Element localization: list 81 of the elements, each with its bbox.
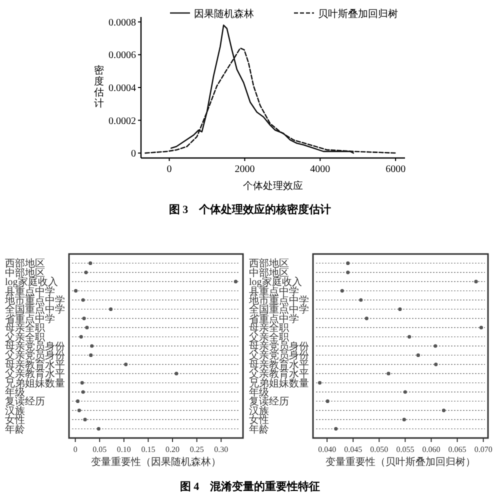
y-tick-label: 0.0004 [108, 83, 136, 94]
point [77, 408, 82, 412]
point [434, 344, 438, 348]
x-tick-label: 0 [166, 164, 172, 175]
y-axis-title: 密度估计 [94, 64, 104, 110]
point [318, 381, 322, 385]
point [479, 326, 484, 330]
y-tick-label: 汉族 [249, 404, 269, 417]
text: 图 3 个体处理效应的核密度估计 [168, 203, 332, 216]
x-tick-label: 0.060 [422, 445, 440, 454]
x-tick-label: 0.065 [448, 445, 466, 454]
point [84, 270, 88, 274]
x-tick-label: 0.045 [344, 445, 362, 454]
y-tick-label: 汉族 [5, 404, 25, 417]
y-tick-label: 年龄 [249, 423, 269, 436]
x-tick-label: 0.20 [166, 445, 180, 454]
x-tick-label: 0.070 [474, 445, 492, 454]
point [434, 362, 438, 366]
y-tick-label: 0.0002 [108, 116, 136, 127]
point [364, 316, 368, 320]
point [334, 427, 338, 431]
y-tick-label: 母亲教育水平 [5, 358, 65, 371]
x-tick-label: 2000 [234, 164, 255, 175]
point [174, 372, 178, 376]
legend-label: 因果随机森林 [194, 8, 254, 20]
point [76, 399, 80, 403]
point [90, 344, 94, 348]
point [85, 326, 89, 330]
x-axis-title: 变量重要性（贝叶斯叠加回归树） [326, 456, 476, 468]
point [408, 335, 412, 339]
point [82, 316, 86, 320]
y-tick-label: 年级 [249, 386, 269, 398]
y-tick-label: 兄弟姐妹数量 [5, 377, 65, 390]
x-axis-title: 个体处理效应 [243, 180, 303, 192]
point [398, 307, 402, 311]
x-tick-label: 0.050 [370, 445, 388, 454]
x-tick-label: 0 [73, 445, 78, 454]
point [403, 390, 407, 394]
point [340, 289, 344, 293]
point [83, 418, 87, 422]
point [474, 280, 478, 284]
y-tick-label: 0 [131, 148, 136, 160]
point [402, 418, 406, 422]
x-tick-label: 0.25 [190, 445, 204, 454]
y-tick-label: 0.0006 [108, 50, 136, 62]
point [81, 298, 85, 302]
point [124, 362, 128, 366]
y-tick-label: 0.0008 [108, 17, 136, 28]
point [234, 280, 238, 284]
x-tick-label: 6000 [386, 164, 406, 175]
point [416, 353, 420, 357]
y-tick-label: 年级 [5, 386, 25, 398]
point [88, 261, 92, 265]
x-tick-label: 0.10 [116, 445, 131, 454]
x-tick-label: 0.055 [396, 445, 414, 454]
point [79, 335, 83, 339]
point [346, 261, 350, 265]
point [109, 307, 113, 311]
point [386, 372, 390, 376]
x-tick-label: 0.05 [92, 445, 107, 454]
x-tick-label: 0.040 [318, 445, 336, 454]
y-tick-label: 兄弟姐妹数量 [249, 377, 309, 390]
point [442, 408, 446, 412]
y-tick-label: 母亲党员身份 [5, 340, 65, 352]
point [89, 353, 93, 357]
x-tick-label: 4000 [310, 164, 330, 175]
point [80, 381, 84, 385]
text: 图 4 混淆变量的重要性特征 [180, 480, 320, 493]
y-tick-label: 年龄 [5, 423, 25, 436]
y-tick-label: 母亲党员身份 [249, 340, 309, 352]
x-tick-label: 0.15 [141, 445, 156, 454]
x-axis-title: 变量重要性（因果随机森林） [91, 456, 221, 468]
point [81, 390, 85, 394]
legend-label: 贝叶斯叠加回归树 [318, 8, 398, 20]
point [359, 298, 363, 302]
point [346, 270, 350, 274]
x-tick-label: 0.30 [214, 445, 228, 454]
point [326, 399, 330, 403]
y-tick-label: 母亲教育水平 [249, 358, 309, 371]
point [74, 289, 78, 293]
point [96, 427, 100, 431]
